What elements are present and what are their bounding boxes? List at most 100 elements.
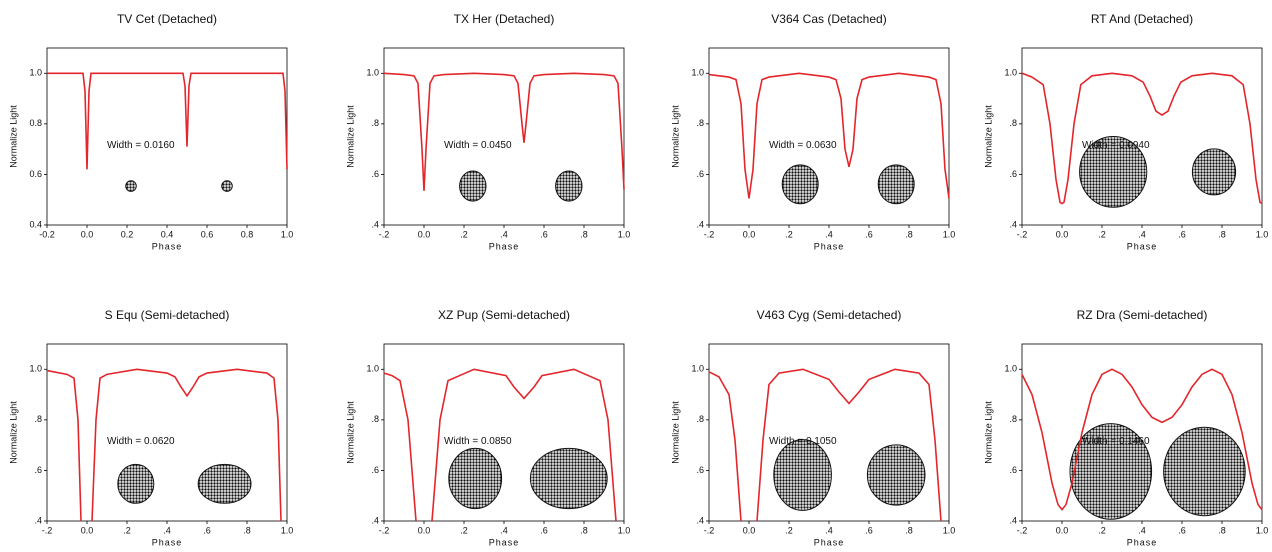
star-sketch xyxy=(781,164,819,205)
x-tick-label: .4 xyxy=(500,229,508,239)
x-tick-label: -.2 xyxy=(379,525,390,535)
x-tick-label: .2 xyxy=(1098,229,1106,239)
y-tick-label: .4 xyxy=(696,219,704,229)
star-sketch xyxy=(877,164,915,205)
x-axis-label: Phase xyxy=(152,241,183,251)
y-axis-label: Normalize Light xyxy=(8,105,18,168)
y-tick-label: .4 xyxy=(371,515,379,525)
x-tick-label: 0.4 xyxy=(161,229,174,239)
y-axis-label: Normalize Light xyxy=(670,401,680,464)
x-axis-label: Phase xyxy=(814,537,845,547)
star-sketch xyxy=(1079,136,1148,208)
star-sketch xyxy=(197,463,252,504)
chart-panel: S Equ (Semi-detached) -.2 0.0 .2 .4 .6 .8 1.0 .4… xyxy=(8,308,293,547)
chart-panel: TV Cet (Detached) -0.2 0.0 0.2 0.4 0.6 0.8 1.0 0… xyxy=(8,12,293,251)
y-tick-label: .6 xyxy=(371,169,379,179)
width-annotation: Width = 0.0620 xyxy=(107,436,175,447)
y-tick-label: 0.8 xyxy=(29,118,42,128)
star-sketch xyxy=(459,170,487,202)
x-tick-label: 0.8 xyxy=(241,229,254,239)
light-curve xyxy=(383,368,617,522)
x-tick-label: .8 xyxy=(580,229,588,239)
x-tick-label: 0.0 xyxy=(1056,229,1069,239)
y-tick-label: .8 xyxy=(696,414,704,424)
x-tick-label: -.2 xyxy=(379,229,390,239)
chart-title: TX Her (Detached) xyxy=(454,12,555,26)
x-tick-label: .2 xyxy=(785,525,793,535)
star-sketch xyxy=(221,180,233,192)
x-tick-label: .6 xyxy=(1178,229,1186,239)
light-curve xyxy=(1021,72,1263,205)
chart-title: RZ Dra (Semi-detached) xyxy=(1077,308,1208,322)
light-curve xyxy=(383,72,625,191)
chart-panel: V364 Cas (Detached) -.2 0.0 .2 .4 .6 .8 1.0 .4 .6… xyxy=(670,12,955,251)
chart-panel: TX Her (Detached) -.2 0.0 .2 .4 .6 .8 1.0 .4 .6 .8… xyxy=(345,12,630,251)
x-tick-label: .2 xyxy=(785,229,793,239)
x-tick-label: .4 xyxy=(825,229,833,239)
chart-panel: RZ Dra (Semi-detached) -.2 0.0 .2 .4 .6 .8 1.0.… xyxy=(983,308,1268,547)
light-curve xyxy=(708,72,950,199)
x-tick-label: .8 xyxy=(580,525,588,535)
y-tick-label: 1.0 xyxy=(691,68,704,78)
chart-title: V364 Cas (Detached) xyxy=(771,12,886,26)
x-tick-label: 1.0 xyxy=(281,229,294,239)
y-tick-label: .8 xyxy=(1009,118,1017,128)
chart-title: S Equ (Semi-detached) xyxy=(105,308,230,322)
y-tick-label: 1.0 xyxy=(1004,364,1017,374)
width-annotation: Width = 0.0450 xyxy=(444,140,512,151)
width-annotation: Width = 0.0160 xyxy=(107,140,175,151)
y-tick-label: .6 xyxy=(696,169,704,179)
y-tick-label: .4 xyxy=(1009,515,1017,525)
x-tick-label: .8 xyxy=(905,229,913,239)
x-tick-label: 0.6 xyxy=(201,229,214,239)
chart-panel: XZ Pup (Semi-detached) -.2 0.0 .2 .4 .6 .8 1.0.… xyxy=(345,308,630,547)
width-annotation: Width = 0.1050 xyxy=(769,436,837,447)
x-tick-label: -0.2 xyxy=(39,229,55,239)
star-sketch xyxy=(773,439,832,511)
chart-title: V463 Cyg (Semi-detached) xyxy=(757,308,902,322)
light-curve xyxy=(46,368,282,522)
y-axis-label: Normalize Light xyxy=(345,401,355,464)
chart-title: RT And (Detached) xyxy=(1091,12,1193,26)
y-tick-label: .8 xyxy=(696,118,704,128)
y-tick-label: .6 xyxy=(696,465,704,475)
chart-title: XZ Pup (Semi-detached) xyxy=(438,308,570,322)
y-axis-label: Normalize Light xyxy=(8,401,18,464)
x-tick-label: .8 xyxy=(243,525,251,535)
x-tick-label: 0.0 xyxy=(418,525,431,535)
y-tick-label: .8 xyxy=(34,414,42,424)
x-tick-label: 0.0 xyxy=(743,229,756,239)
y-axis-label: Normalize Light xyxy=(983,401,993,464)
star-sketch xyxy=(1163,426,1246,517)
y-axis-label: Normalize Light xyxy=(983,105,993,168)
x-tick-label: .6 xyxy=(1178,525,1186,535)
x-tick-label: .8 xyxy=(905,525,913,535)
x-tick-label: -.2 xyxy=(1017,229,1028,239)
y-tick-label: .8 xyxy=(1009,414,1017,424)
x-tick-label: 1.0 xyxy=(943,229,956,239)
x-axis-label: Phase xyxy=(152,537,183,547)
x-tick-label: -.2 xyxy=(1017,525,1028,535)
y-tick-label: .4 xyxy=(696,515,704,525)
star-sketch xyxy=(555,170,583,202)
x-tick-label: 1.0 xyxy=(618,525,631,535)
x-tick-label: 1.0 xyxy=(943,525,956,535)
y-tick-label: 1.0 xyxy=(1004,68,1017,78)
y-tick-label: .4 xyxy=(34,515,42,525)
width-annotation: Width = 0.0630 xyxy=(769,140,837,151)
x-axis-label: Phase xyxy=(1127,537,1158,547)
star-sketch xyxy=(448,447,503,510)
x-tick-label: 0.2 xyxy=(121,229,134,239)
y-tick-label: 1.0 xyxy=(29,364,42,374)
y-tick-label: 1.0 xyxy=(691,364,704,374)
x-tick-label: .6 xyxy=(540,525,548,535)
x-tick-label: 0.0 xyxy=(1056,525,1069,535)
light-curve xyxy=(47,72,288,170)
y-tick-label: .8 xyxy=(371,414,379,424)
star-sketch xyxy=(866,444,926,506)
x-tick-label: -.2 xyxy=(704,229,715,239)
x-tick-label: 1.0 xyxy=(1256,525,1269,535)
x-tick-label: -.2 xyxy=(42,525,53,535)
